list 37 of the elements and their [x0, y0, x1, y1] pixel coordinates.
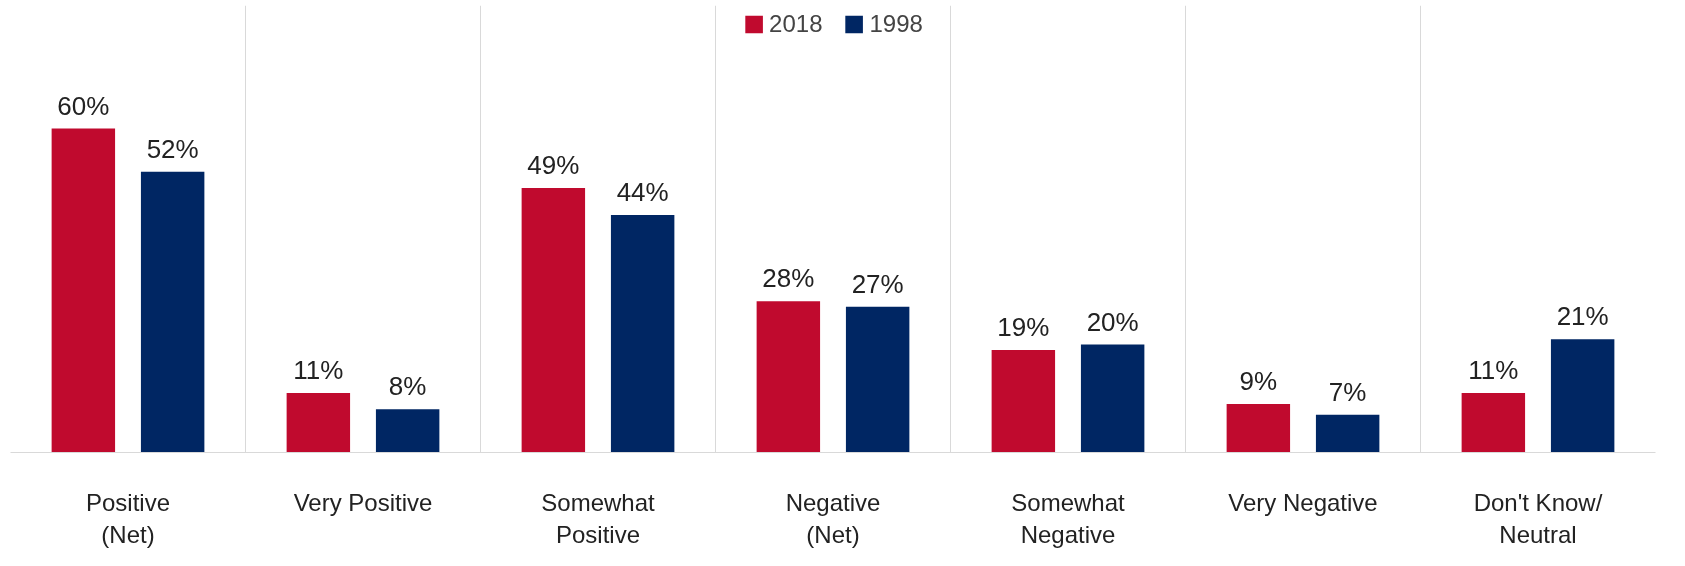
bar — [991, 349, 1056, 453]
bar — [521, 187, 586, 453]
data-label: 20% — [1086, 306, 1139, 337]
x-tick-label: Very Positive — [293, 488, 433, 516]
bar — [1461, 393, 1526, 453]
bar — [1226, 403, 1291, 453]
data-label: 11% — [1468, 355, 1519, 386]
data-label: 60% — [57, 90, 110, 121]
data-label: 49% — [527, 149, 580, 180]
bar — [51, 128, 116, 453]
legend-label: 1998 — [869, 10, 923, 38]
data-label: 11% — [293, 355, 344, 386]
bar — [610, 214, 675, 453]
data-label: 27% — [851, 268, 904, 299]
x-tick-label: Don't Know/ Neutral — [1473, 488, 1603, 548]
x-tick-label: Somewhat Positive — [541, 488, 656, 548]
data-label: 21% — [1556, 301, 1609, 332]
legend-label: 2018 — [769, 10, 823, 38]
data-label: 44% — [616, 176, 669, 207]
x-tick-label: Positive (Net) — [85, 488, 171, 548]
data-label: 52% — [146, 133, 199, 164]
x-tick-label: Somewhat Negative — [1011, 488, 1126, 548]
bar — [756, 301, 821, 453]
x-tick-label: Very Negative — [1228, 488, 1378, 516]
bar — [1550, 339, 1615, 453]
data-label: 9% — [1239, 365, 1278, 396]
data-label: 19% — [997, 311, 1050, 342]
bar — [1080, 344, 1145, 453]
bar — [375, 409, 440, 453]
data-label: 7% — [1328, 376, 1367, 407]
bar — [286, 393, 351, 453]
bar — [845, 306, 910, 453]
bar — [140, 171, 205, 453]
data-label: 8% — [388, 371, 427, 402]
x-tick-label: Negative (Net) — [785, 488, 881, 548]
data-label: 28% — [762, 263, 815, 294]
bar — [1315, 414, 1380, 453]
